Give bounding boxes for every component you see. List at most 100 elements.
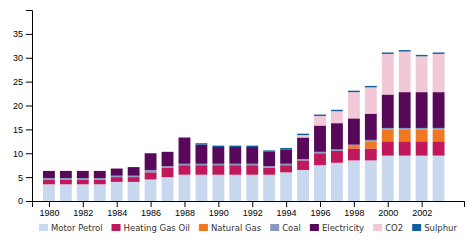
bar-segment (433, 52, 445, 53)
bar-segment (263, 152, 275, 166)
bar-segment (416, 92, 428, 128)
bar-series (297, 52, 444, 138)
x-tick: 1982 (73, 201, 93, 218)
y-tick-label: 10 (13, 149, 23, 159)
bar-segment (399, 50, 411, 51)
bar-segment (111, 182, 123, 201)
x-tick-mark (49, 201, 50, 207)
y-tick-mark (26, 177, 32, 178)
y-axis: 05101520253035 (13, 11, 33, 207)
bar-segment (43, 180, 55, 185)
bar-segment (229, 165, 241, 166)
bar-segment (60, 170, 72, 171)
y-tick: 15 (13, 125, 32, 135)
legend-swatch (199, 224, 208, 231)
bar-series (348, 129, 445, 148)
y-tick-label: 0 (18, 196, 23, 206)
bar-segment (399, 52, 411, 93)
bar-series (43, 156, 445, 201)
x-tick-label: 1998 (344, 208, 364, 218)
legend-label: Sulphur (424, 223, 457, 233)
bar-segment (195, 165, 207, 166)
bar-segment (195, 175, 207, 201)
bar-segment (263, 151, 275, 152)
bar-segment (348, 160, 360, 201)
bar-segment (348, 146, 360, 148)
bar-segment (433, 54, 445, 92)
bar-segment (162, 167, 174, 168)
bar-segment (382, 128, 394, 129)
bar-segment (179, 137, 191, 163)
legend-item: Motor Petrol (39, 223, 103, 233)
x-tick-mark (354, 201, 355, 207)
bar-segment (382, 95, 394, 128)
bar-segment (43, 179, 55, 180)
y-tick-label: 5 (18, 173, 23, 183)
y-tick: 10 (13, 149, 32, 159)
bar-segment (77, 170, 89, 171)
bar-segment (433, 129, 445, 141)
x-tick: 1990 (209, 201, 229, 218)
bar-segment (179, 164, 191, 165)
bar-segment (399, 141, 411, 155)
bar-segment (60, 171, 72, 178)
bar-segment (43, 170, 55, 171)
bar-segment (229, 147, 241, 164)
bar-segment (195, 143, 207, 144)
bar-series (43, 141, 445, 184)
legend-swatch (112, 224, 121, 231)
bar-segment (433, 92, 445, 128)
y-tick: 0 (18, 196, 32, 206)
bar-segment (145, 153, 157, 154)
y-tick: 5 (18, 173, 32, 183)
bar-segment (348, 148, 360, 160)
x-tick-label: 1984 (107, 208, 127, 218)
bar-segment (195, 165, 207, 175)
bar-segment (195, 145, 207, 164)
bar-segment (179, 175, 191, 201)
bar-segment (331, 163, 343, 201)
x-tick-label: 1988 (175, 208, 195, 218)
legend-swatch (310, 224, 319, 231)
bar-segment (348, 91, 360, 92)
bar-segment (297, 160, 309, 161)
x-tick-mark (117, 201, 118, 207)
x-tick: 1992 (243, 201, 263, 218)
bar-segment (179, 165, 191, 175)
legend-item: Electricity (310, 223, 364, 233)
legend-label: Motor Petrol (51, 223, 103, 233)
bar-segment (212, 147, 224, 164)
bar-segment (162, 152, 174, 166)
bar-segment (60, 180, 72, 185)
legend-swatch (412, 224, 421, 231)
x-tick-mark (388, 201, 389, 207)
bar-segment (179, 137, 191, 138)
bar-segment (365, 141, 377, 148)
legend-item: Heating Gas Oil (112, 223, 190, 233)
bar-segment (229, 165, 241, 175)
bar-segment (297, 160, 309, 170)
x-tick-mark (151, 201, 152, 207)
x-tick-mark (252, 201, 253, 207)
bar-segment (348, 92, 360, 118)
bar-segment (297, 134, 309, 135)
legend-item: Sulphur (412, 223, 457, 233)
x-tick: 1996 (310, 201, 330, 218)
bar-segment (43, 184, 55, 201)
bar-segment (60, 184, 72, 201)
bar-segment (416, 129, 428, 141)
bar-segment (365, 148, 377, 160)
x-tick-mark (422, 201, 423, 207)
bar-segment (128, 167, 140, 168)
bar-segment (331, 111, 343, 123)
bar-segment (382, 54, 394, 95)
bar-segment (433, 156, 445, 201)
bar-segment (128, 182, 140, 201)
y-tick: 35 (13, 29, 32, 39)
bar-series (195, 50, 444, 152)
bar-segment (128, 176, 140, 177)
x-tick-label: 1994 (277, 208, 297, 218)
x-tick-label: 1996 (310, 208, 330, 218)
bar-segment (263, 150, 275, 151)
legend-swatch (39, 224, 48, 231)
